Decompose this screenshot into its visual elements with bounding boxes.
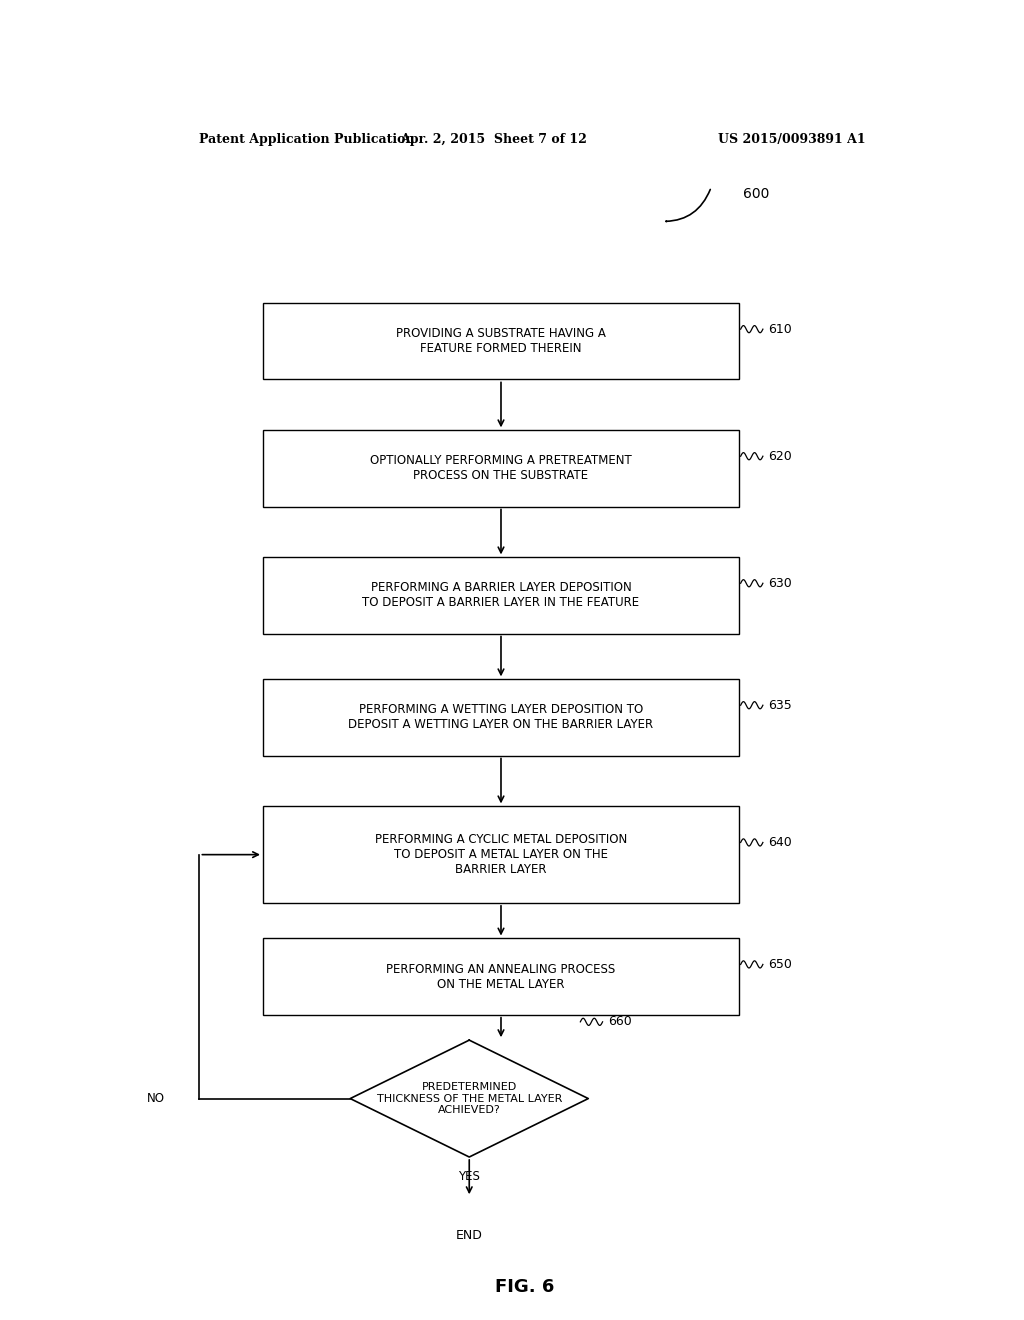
- Text: FIG. 6: FIG. 6: [496, 1278, 554, 1296]
- Text: 610: 610: [768, 322, 793, 335]
- FancyBboxPatch shape: [263, 939, 739, 1015]
- Text: PERFORMING A WETTING LAYER DEPOSITION TO
DEPOSIT A WETTING LAYER ON THE BARRIER : PERFORMING A WETTING LAYER DEPOSITION TO…: [348, 704, 653, 731]
- FancyBboxPatch shape: [263, 557, 739, 634]
- Text: 635: 635: [768, 698, 793, 711]
- Text: 600: 600: [743, 187, 769, 201]
- Text: END: END: [456, 1229, 482, 1242]
- Text: PERFORMING A CYCLIC METAL DEPOSITION
TO DEPOSIT A METAL LAYER ON THE
BARRIER LAY: PERFORMING A CYCLIC METAL DEPOSITION TO …: [375, 833, 627, 876]
- FancyBboxPatch shape: [263, 680, 739, 755]
- Text: NO: NO: [146, 1092, 165, 1105]
- Text: PERFORMING AN ANNEALING PROCESS
ON THE METAL LAYER: PERFORMING AN ANNEALING PROCESS ON THE M…: [386, 962, 615, 990]
- Text: Apr. 2, 2015  Sheet 7 of 12: Apr. 2, 2015 Sheet 7 of 12: [399, 133, 587, 147]
- FancyBboxPatch shape: [263, 807, 739, 903]
- FancyBboxPatch shape: [263, 430, 739, 507]
- Text: 620: 620: [768, 450, 793, 463]
- Text: 640: 640: [768, 836, 793, 849]
- Text: Patent Application Publication: Patent Application Publication: [200, 133, 415, 147]
- Text: 660: 660: [608, 1015, 632, 1028]
- Polygon shape: [350, 1040, 588, 1158]
- FancyArrowPatch shape: [666, 190, 711, 222]
- Text: PROVIDING A SUBSTRATE HAVING A
FEATURE FORMED THEREIN: PROVIDING A SUBSTRATE HAVING A FEATURE F…: [396, 327, 606, 355]
- Text: PERFORMING A BARRIER LAYER DEPOSITION
TO DEPOSIT A BARRIER LAYER IN THE FEATURE: PERFORMING A BARRIER LAYER DEPOSITION TO…: [362, 581, 640, 610]
- Text: 650: 650: [768, 958, 793, 972]
- Text: PREDETERMINED
THICKNESS OF THE METAL LAYER
ACHIEVED?: PREDETERMINED THICKNESS OF THE METAL LAY…: [377, 1082, 562, 1115]
- Text: OPTIONALLY PERFORMING A PRETREATMENT
PROCESS ON THE SUBSTRATE: OPTIONALLY PERFORMING A PRETREATMENT PRO…: [370, 454, 632, 482]
- Circle shape: [439, 1197, 500, 1274]
- Text: 630: 630: [768, 577, 793, 590]
- Text: YES: YES: [459, 1171, 480, 1183]
- Text: US 2015/0093891 A1: US 2015/0093891 A1: [719, 133, 866, 147]
- FancyBboxPatch shape: [263, 304, 739, 379]
